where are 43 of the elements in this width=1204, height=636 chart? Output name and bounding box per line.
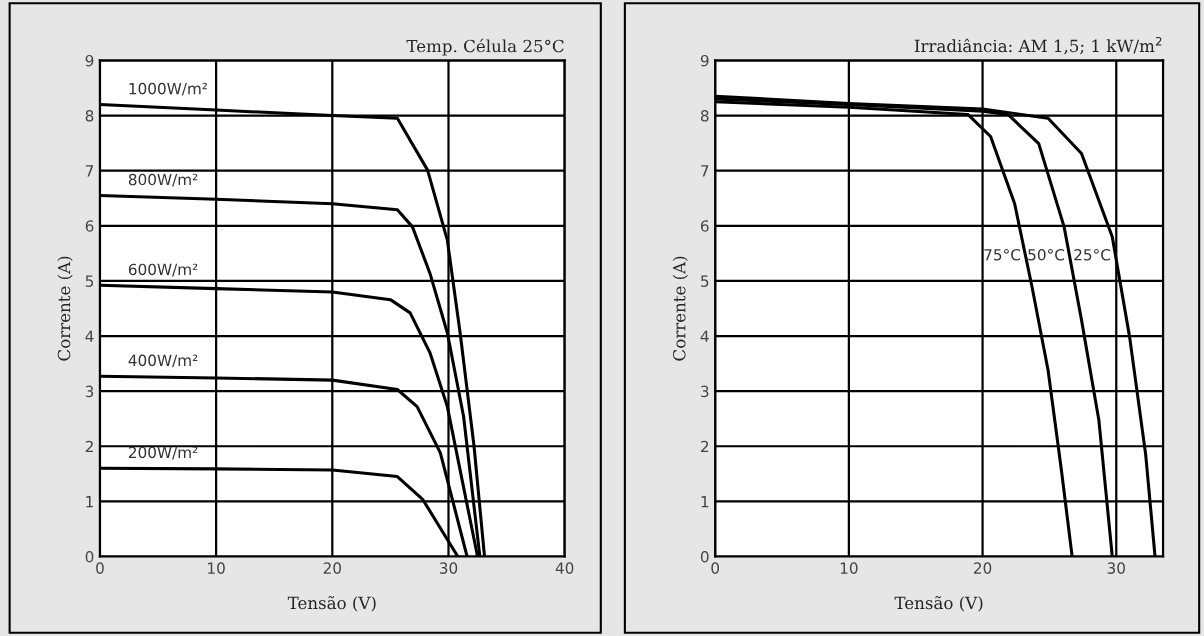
chart-title: Temp. Célula 25°C	[406, 38, 564, 56]
x-tick-label: 0	[96, 562, 104, 574]
series-label: 200W/m²	[128, 446, 198, 460]
x-tick-label: 30	[1107, 562, 1125, 574]
x-tick-label: 40	[555, 562, 574, 574]
y-tick-label: 4	[700, 330, 709, 342]
x-tick-label: 0	[711, 562, 720, 574]
series-label: 1000W/m²	[129, 82, 207, 96]
chart-title: Irradiância: AM 1,5; 1 kW/m$^{2}$	[914, 36, 1162, 55]
y-tick-label: 8	[85, 110, 94, 122]
series-label: 800W/m²	[128, 173, 198, 187]
series-label: 75°C	[984, 248, 1021, 261]
x-tick-label: 20	[323, 562, 342, 574]
x-tick-label: 20	[973, 562, 992, 574]
x-axis-title: Tensão (V)	[287, 596, 376, 612]
y-tick-label: 6	[85, 220, 94, 232]
x-tick-label: 30	[439, 562, 458, 574]
y-axis-title: Corrente (A)	[672, 256, 688, 361]
x-axis-title: Tensão (V)	[894, 596, 983, 612]
y-tick-label: 2	[701, 440, 709, 453]
y-tick-label: 1	[86, 496, 93, 508]
y-tick-label: 7	[85, 165, 94, 177]
y-tick-label: 2	[85, 440, 93, 453]
x-tick-label: 10	[208, 562, 225, 574]
y-tick-label: 4	[85, 330, 94, 342]
y-axis-title: Corrente (A)	[57, 256, 73, 361]
y-tick-label: 0	[700, 550, 709, 563]
y-tick-label: 1	[701, 496, 709, 508]
y-tick-label: 5	[85, 275, 94, 287]
y-tick-label: 8	[700, 110, 709, 122]
series-label: 600W/m²	[128, 263, 198, 277]
y-tick-label: 0	[85, 550, 94, 563]
series-label: 25°C	[1074, 248, 1111, 261]
y-tick-label: 6	[700, 220, 709, 232]
y-tick-label: 3	[701, 385, 709, 398]
x-tick-label: 10	[840, 562, 858, 574]
y-tick-label: 5	[701, 275, 709, 287]
y-tick-label: 9	[85, 54, 94, 67]
series-label: 400W/m²	[128, 354, 198, 368]
y-tick-label: 3	[85, 385, 94, 398]
y-tick-label: 9	[700, 54, 709, 67]
series-label: 50°C	[1028, 248, 1065, 261]
y-tick-label: 7	[701, 165, 709, 177]
